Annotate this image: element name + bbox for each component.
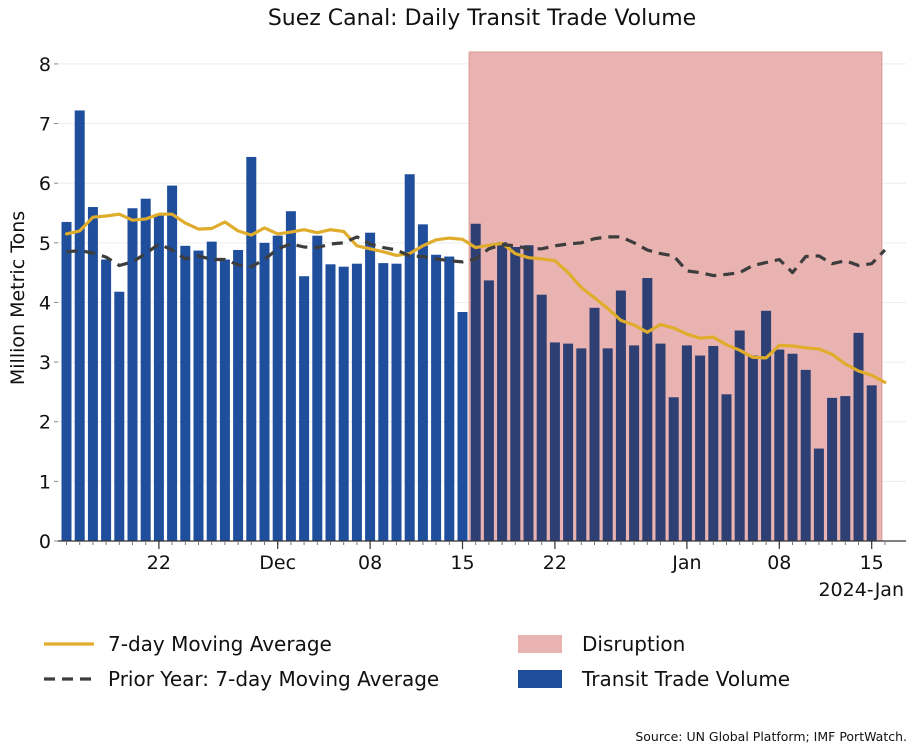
volume-bar (549, 342, 560, 541)
volume-bar (642, 278, 653, 541)
bar-series (61, 110, 877, 542)
line-series (64, 212, 887, 384)
volume-bar (655, 343, 666, 541)
x-tick-label: 08 (358, 552, 382, 574)
y-tick-label: 8 (39, 54, 51, 76)
volume-bar (167, 185, 178, 541)
x-tick-label: 22 (543, 552, 567, 574)
volume-bar (761, 310, 772, 541)
x-tick-label: 22 (147, 552, 171, 574)
volume-bar (140, 198, 151, 541)
chart-title: Suez Canal: Daily Transit Trade Volume (268, 6, 696, 31)
volume-bar (391, 263, 402, 541)
volume-bar (299, 276, 310, 541)
volume-bar (153, 214, 164, 542)
y-tick-label: 1 (39, 471, 51, 493)
legend-swatch-patch (518, 670, 562, 688)
volume-bar (853, 332, 864, 541)
volume-bar (563, 343, 574, 541)
volume-bar (351, 263, 362, 541)
volume-bar (114, 291, 125, 541)
volume-bar (695, 355, 706, 541)
volume-bar (708, 345, 719, 541)
legend-label: 7-day Moving Average (108, 632, 332, 656)
volume-bar (668, 397, 679, 541)
volume-bar (813, 448, 824, 541)
y-tick-label: 3 (39, 352, 51, 374)
volume-bar (497, 242, 508, 542)
volume-bar (615, 290, 626, 541)
legend: 7-day Moving Average Prior Year: 7-day Mo… (44, 632, 790, 691)
volume-bar (444, 256, 455, 541)
volume-bar (378, 263, 389, 541)
volume-bar (312, 235, 323, 542)
volume-bar (523, 245, 534, 541)
axes: 0 1 2 3 4 5 6 7 8 22 Dec 08 15 22 Jan 08 15 2024-Jan (39, 54, 906, 601)
legend-swatch-patch (518, 635, 562, 653)
y-axis-label: Million Metric Tons (7, 211, 29, 385)
legend-label: Disruption (582, 632, 685, 656)
volume-bar (193, 250, 204, 541)
volume-bar (206, 241, 217, 541)
volume-bar (180, 245, 191, 541)
volume-bar (721, 394, 732, 541)
volume-bar (417, 224, 428, 541)
volume-bar (602, 348, 613, 541)
y-tick-label: 5 (39, 233, 51, 255)
legend-label: Prior Year: 7-day Moving Average (108, 667, 439, 691)
y-tick-label: 7 (39, 114, 51, 136)
volume-bar (483, 280, 494, 541)
y-tick-label: 2 (39, 412, 51, 434)
volume-bar (325, 264, 336, 541)
volume-bar (259, 242, 270, 541)
volume-bar (74, 110, 85, 541)
x-tick-label: Dec (259, 552, 296, 574)
volume-bar (536, 294, 547, 541)
source-note: Source: UN Global Platform; IMF PortWatc… (635, 729, 907, 744)
volume-bar (827, 397, 838, 541)
volume-bar (734, 330, 745, 541)
x-tick-label: Jan (671, 552, 701, 574)
volume-bar (431, 254, 442, 541)
volume-bar (61, 221, 72, 541)
legend-label: Transit Trade Volume (581, 667, 790, 691)
volume-bar (233, 249, 244, 542)
volume-bar (800, 369, 811, 541)
volume-bar (629, 345, 640, 541)
volume-bar (866, 385, 877, 541)
volume-bar (87, 207, 98, 542)
volume-bar (246, 156, 257, 541)
x-tick-label: 15 (860, 552, 884, 574)
volume-bar (272, 235, 283, 542)
x-secondary-label: 2024-Jan (818, 579, 904, 601)
volume-bar (510, 247, 521, 541)
y-tick-label: 0 (39, 531, 51, 553)
volume-bar (127, 208, 138, 542)
volume-bar (457, 312, 468, 541)
volume-bar (840, 396, 851, 541)
volume-bar (365, 232, 376, 541)
x-tick-label: 15 (450, 552, 474, 574)
volume-bar (470, 223, 481, 541)
y-tick-label: 4 (39, 292, 51, 314)
volume-bar (285, 211, 296, 541)
volume-bar (774, 349, 785, 541)
volume-bar (101, 259, 112, 541)
volume-bar (589, 307, 600, 541)
volume-bar (576, 348, 587, 541)
volume-bar (681, 345, 692, 541)
prior-year-moving-average-line (66, 235, 887, 278)
x-tick-label: 08 (767, 552, 791, 574)
volume-bar (338, 266, 349, 541)
y-tick-label: 6 (39, 173, 51, 195)
moving-average-line (64, 212, 887, 384)
volume-bar (219, 259, 230, 541)
volume-bar (404, 174, 415, 541)
volume-bar (787, 353, 798, 541)
volume-bar (747, 355, 758, 541)
